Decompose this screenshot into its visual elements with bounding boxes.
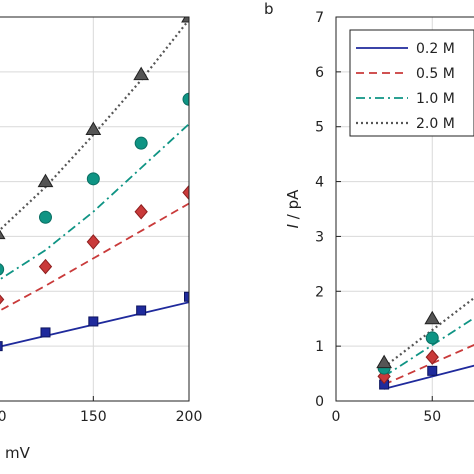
data-point-s02 [40, 327, 51, 338]
fit-line-s10 [0, 123, 189, 281]
legend-label-s10: 1.0 M [416, 91, 455, 107]
legend-label-s20: 2.0 M [416, 116, 455, 132]
data-point-s10 [86, 172, 100, 186]
y-axis-label-italic: I [284, 223, 302, 228]
data-point-s20 [37, 173, 54, 188]
data-point-s02 [136, 305, 147, 316]
data-point-s05 [38, 258, 53, 275]
data-point-s05 [0, 294, 5, 305]
y-tick-label: 5 [315, 120, 324, 136]
legend-label-s02: 0.2 M [416, 41, 455, 57]
x-tick-label: 0 [332, 409, 341, 425]
axes-frame [335, 16, 474, 402]
legend-label-s05: 0.5 M [416, 66, 455, 82]
data-point-s02 [88, 316, 99, 327]
data-point-s05 [134, 203, 148, 220]
legend: 0.2 M 0.5 M 1.0 M 2.0 M [349, 29, 474, 137]
y-axis-label: I / pA [284, 189, 302, 229]
data-point-s20 [0, 229, 6, 240]
data-point-s05 [425, 349, 439, 365]
y-tick-label: 3 [315, 229, 324, 245]
fit-line-s05 [383, 343, 474, 386]
x-tick-label: 00 [0, 409, 7, 425]
data-point-s02 [184, 291, 189, 302]
y-tick-label: 0 [315, 394, 324, 410]
data-point-s02 [427, 365, 438, 376]
data-point-s20 [424, 310, 441, 325]
data-point-s20 [181, 17, 189, 23]
data-point-s20 [376, 354, 392, 369]
data-point-s10 [38, 210, 52, 224]
plot-area [0, 17, 189, 352]
data-point-s10 [134, 136, 148, 150]
data-point-s05 [182, 184, 189, 201]
fit-line-s05 [0, 202, 189, 312]
axes-frame [0, 16, 190, 402]
y-tick-label: 6 [315, 65, 324, 81]
data-point-s10 [182, 92, 189, 106]
legend-box [349, 29, 474, 137]
y-tick-label: 7 [315, 10, 324, 26]
data-point-s10 [0, 263, 5, 276]
y-tick-label: 2 [315, 284, 324, 300]
data-point-s10 [425, 331, 439, 345]
y-tick-label: 1 [315, 339, 324, 355]
fit-line-s20 [383, 296, 474, 368]
x-tick-label: 150 [80, 409, 107, 425]
panel-a-chart: 00 150 200 mV [0, 16, 203, 462]
y-axis-label-unit: / pA [284, 189, 302, 224]
plot-area [376, 296, 474, 390]
x-tick-label: 200 [176, 409, 203, 425]
data-point-s02 [0, 341, 3, 352]
data-point-s20 [133, 66, 150, 81]
x-axis-label-a: mV [5, 444, 31, 462]
x-tick-label: 50 [423, 409, 441, 425]
data-point-s20 [85, 121, 102, 135]
data-point-s05 [86, 234, 100, 250]
y-tick-label: 4 [315, 175, 324, 191]
panel-b-label: b [264, 0, 274, 18]
panel-b-chart: 0 50 0 1 2 3 4 5 6 7 I / pA 0.2 M 0.5 M 1.0 M 2.0 M [284, 10, 474, 425]
